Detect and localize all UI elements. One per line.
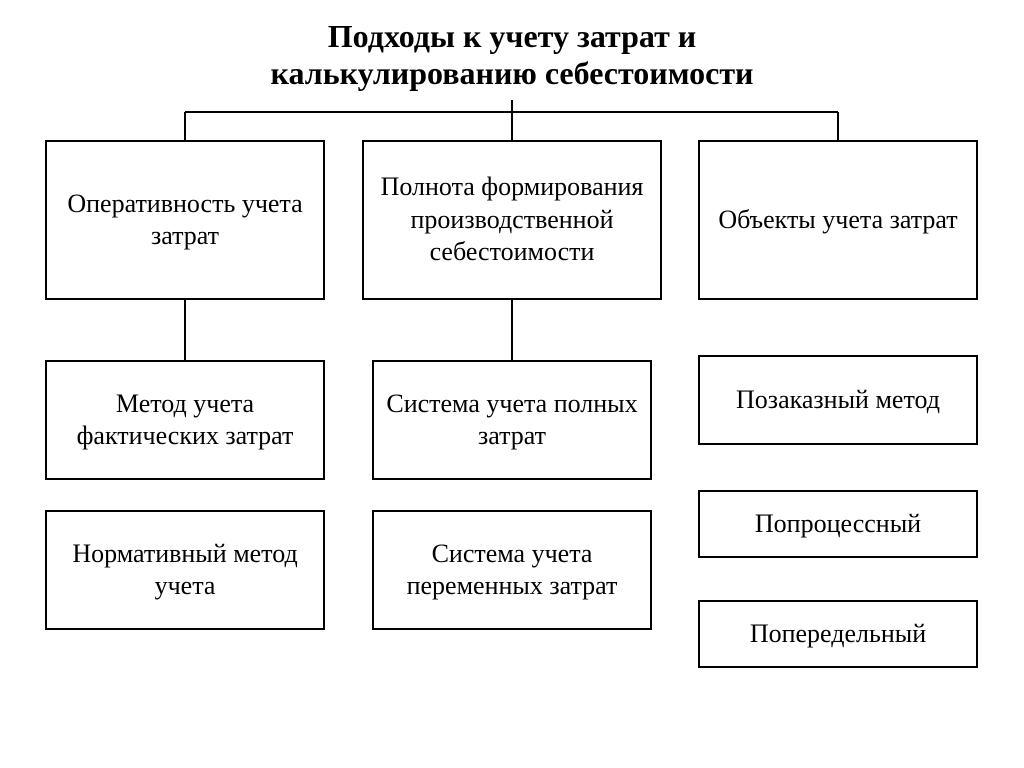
node-sistema-peremennyh: Система учета переменных затрат [372, 510, 652, 630]
node-pozakaznyj: Позаказный метод [698, 355, 978, 445]
node-operativnost: Оперативность учета затрат [45, 140, 325, 300]
node-poprocessnyj: Попроцессный [698, 490, 978, 558]
title-line1: Подходы к учету затрат и [0, 18, 1024, 55]
node-label: Система учета полных затрат [384, 388, 640, 453]
title-line2: калькулированию себестоимости [0, 55, 1024, 92]
node-objekty: Объекты учета затрат [698, 140, 978, 300]
node-polnota: Полнота формирования производственной се… [362, 140, 662, 300]
node-metod-fakticheskih: Метод учета фактических затрат [45, 360, 325, 480]
node-poperedelnyj: Попередельный [698, 600, 978, 668]
node-sistema-polnyh: Система учета полных затрат [372, 360, 652, 480]
node-label: Система учета переменных затрат [384, 538, 640, 603]
node-label: Нормативный метод учета [57, 538, 313, 603]
diagram-title: Подходы к учету затрат и калькулированию… [0, 18, 1024, 92]
node-label: Попередельный [750, 618, 926, 651]
node-label: Полнота формирования производственной се… [374, 171, 650, 269]
node-normativnyj: Нормативный метод учета [45, 510, 325, 630]
node-label: Оперативность учета затрат [57, 188, 313, 253]
node-label: Попроцессный [755, 508, 921, 541]
node-label: Метод учета фактических затрат [57, 388, 313, 453]
node-label: Объекты учета затрат [718, 204, 957, 237]
node-label: Позаказный метод [736, 384, 940, 417]
